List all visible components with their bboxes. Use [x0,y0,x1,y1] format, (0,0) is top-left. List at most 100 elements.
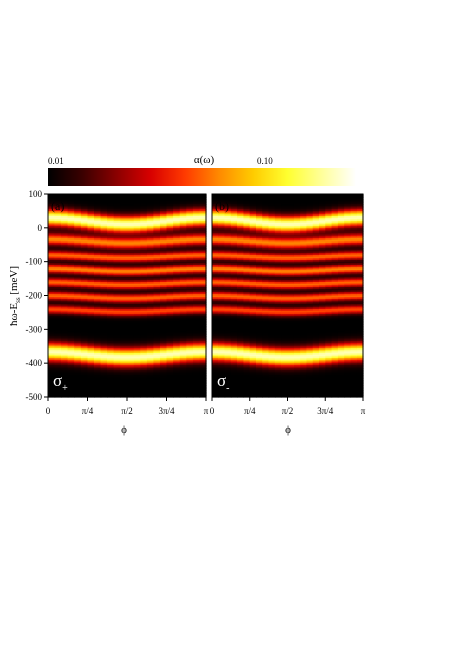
heatmap-cell [61,288,69,292]
heatmap-cell [218,388,226,391]
heatmap-cell [133,199,141,202]
heatmap-cell [146,222,154,226]
heatmap-cell [186,243,194,246]
heatmap-cell [179,385,187,388]
heatmap-cell [133,246,141,249]
heatmap-cell [287,258,295,261]
heatmap-cell [159,295,168,298]
heatmap-cell [179,393,187,396]
heatmap-cell [293,222,301,226]
heatmap-cell [179,314,187,317]
heatmap-cell [127,309,135,312]
heatmap-cell [224,261,232,264]
heatmap-cell [249,210,257,214]
heatmap-cell [67,202,75,205]
heatmap-cell [243,263,251,266]
heatmap-cell [312,293,320,297]
heatmap-cell [230,385,238,388]
heatmap-cell [94,293,102,297]
heatmap-cell [74,194,82,197]
heatmap-cell [166,363,174,366]
heatmap-cell [48,344,56,347]
heatmap-cell [237,356,245,359]
heatmap-cell [87,383,95,386]
heatmap-cell [74,364,82,368]
heatmap-cell [199,346,207,349]
heatmap-cell [173,320,181,324]
heatmap-cell [166,385,174,388]
heatmap-cell [256,258,263,261]
heatmap-cell [133,349,141,352]
heatmap-cell [312,324,320,327]
heatmap-cell [306,381,314,385]
heatmap-cell [120,331,128,334]
heatmap-cell [61,292,69,295]
heatmap-cell [237,378,245,381]
heatmap-cell [186,194,194,197]
heatmap-cell [230,244,238,248]
heatmap-cell [274,375,282,378]
heatmap-cell [179,376,187,379]
heatmap-cell [74,391,82,395]
heatmap-cell [113,210,122,214]
heatmap-cell [256,205,263,209]
heatmap-cell [300,204,307,207]
heatmap-cell [120,358,128,361]
heatmap-cell [87,268,95,271]
heatmap-cell [312,383,320,386]
heatmap-cell [133,312,141,315]
heatmap-cell [127,278,135,281]
heatmap-cell [127,395,135,398]
heatmap-cell [274,336,282,339]
heatmap-cell [107,358,115,361]
heatmap-cell [218,312,226,315]
heatmap-cell [146,215,154,219]
heatmap-cell [287,226,295,229]
heatmap-cell [54,331,62,334]
heatmap-cell [54,261,62,264]
heatmap-cell [300,243,307,246]
heatmap-cell [212,254,219,258]
heatmap-cell [274,331,282,334]
heatmap-cell [281,270,289,273]
heatmap-cell [249,378,257,381]
heatmap-cell [318,226,326,229]
heatmap-cell [186,297,194,300]
heatmap-cell [113,249,122,253]
heatmap-cell [274,354,282,357]
heatmap-cell [306,346,314,349]
heatmap-cell [218,271,226,275]
heatmap-cell [212,219,219,222]
heatmap-cell [256,383,263,386]
heatmap-cell [312,358,320,361]
heatmap-cell [159,339,168,342]
heatmap-cell [87,300,95,303]
heatmap-cell [166,317,174,320]
heatmap-cell [186,215,194,219]
heatmap-cell [230,265,238,268]
heatmap-cell [74,305,82,308]
heatmap-cell [153,303,161,307]
heatmap-cell [199,324,207,327]
heatmap-cell [287,364,295,368]
heatmap-cell [179,199,187,202]
heatmap-cell [166,388,174,391]
heatmap-cell [199,210,207,214]
heatmap-cell [67,254,75,258]
heatmap-cell [100,246,108,249]
heatmap-cell [166,373,174,376]
heatmap-cell [230,310,238,314]
heatmap-cell [249,361,257,364]
heatmap-cell [268,378,276,381]
heatmap-cell [153,391,161,395]
heatmap-cell [281,312,289,315]
heatmap-cell [293,375,301,378]
heatmap-cell [107,371,115,374]
heatmap-cell [230,205,238,209]
heatmap-cell [80,258,89,261]
heatmap-cell [48,342,56,346]
heatmap-cell [113,346,122,349]
heatmap-cell [153,249,161,253]
heatmap-cell [256,358,263,361]
heatmap-cell [166,197,174,200]
